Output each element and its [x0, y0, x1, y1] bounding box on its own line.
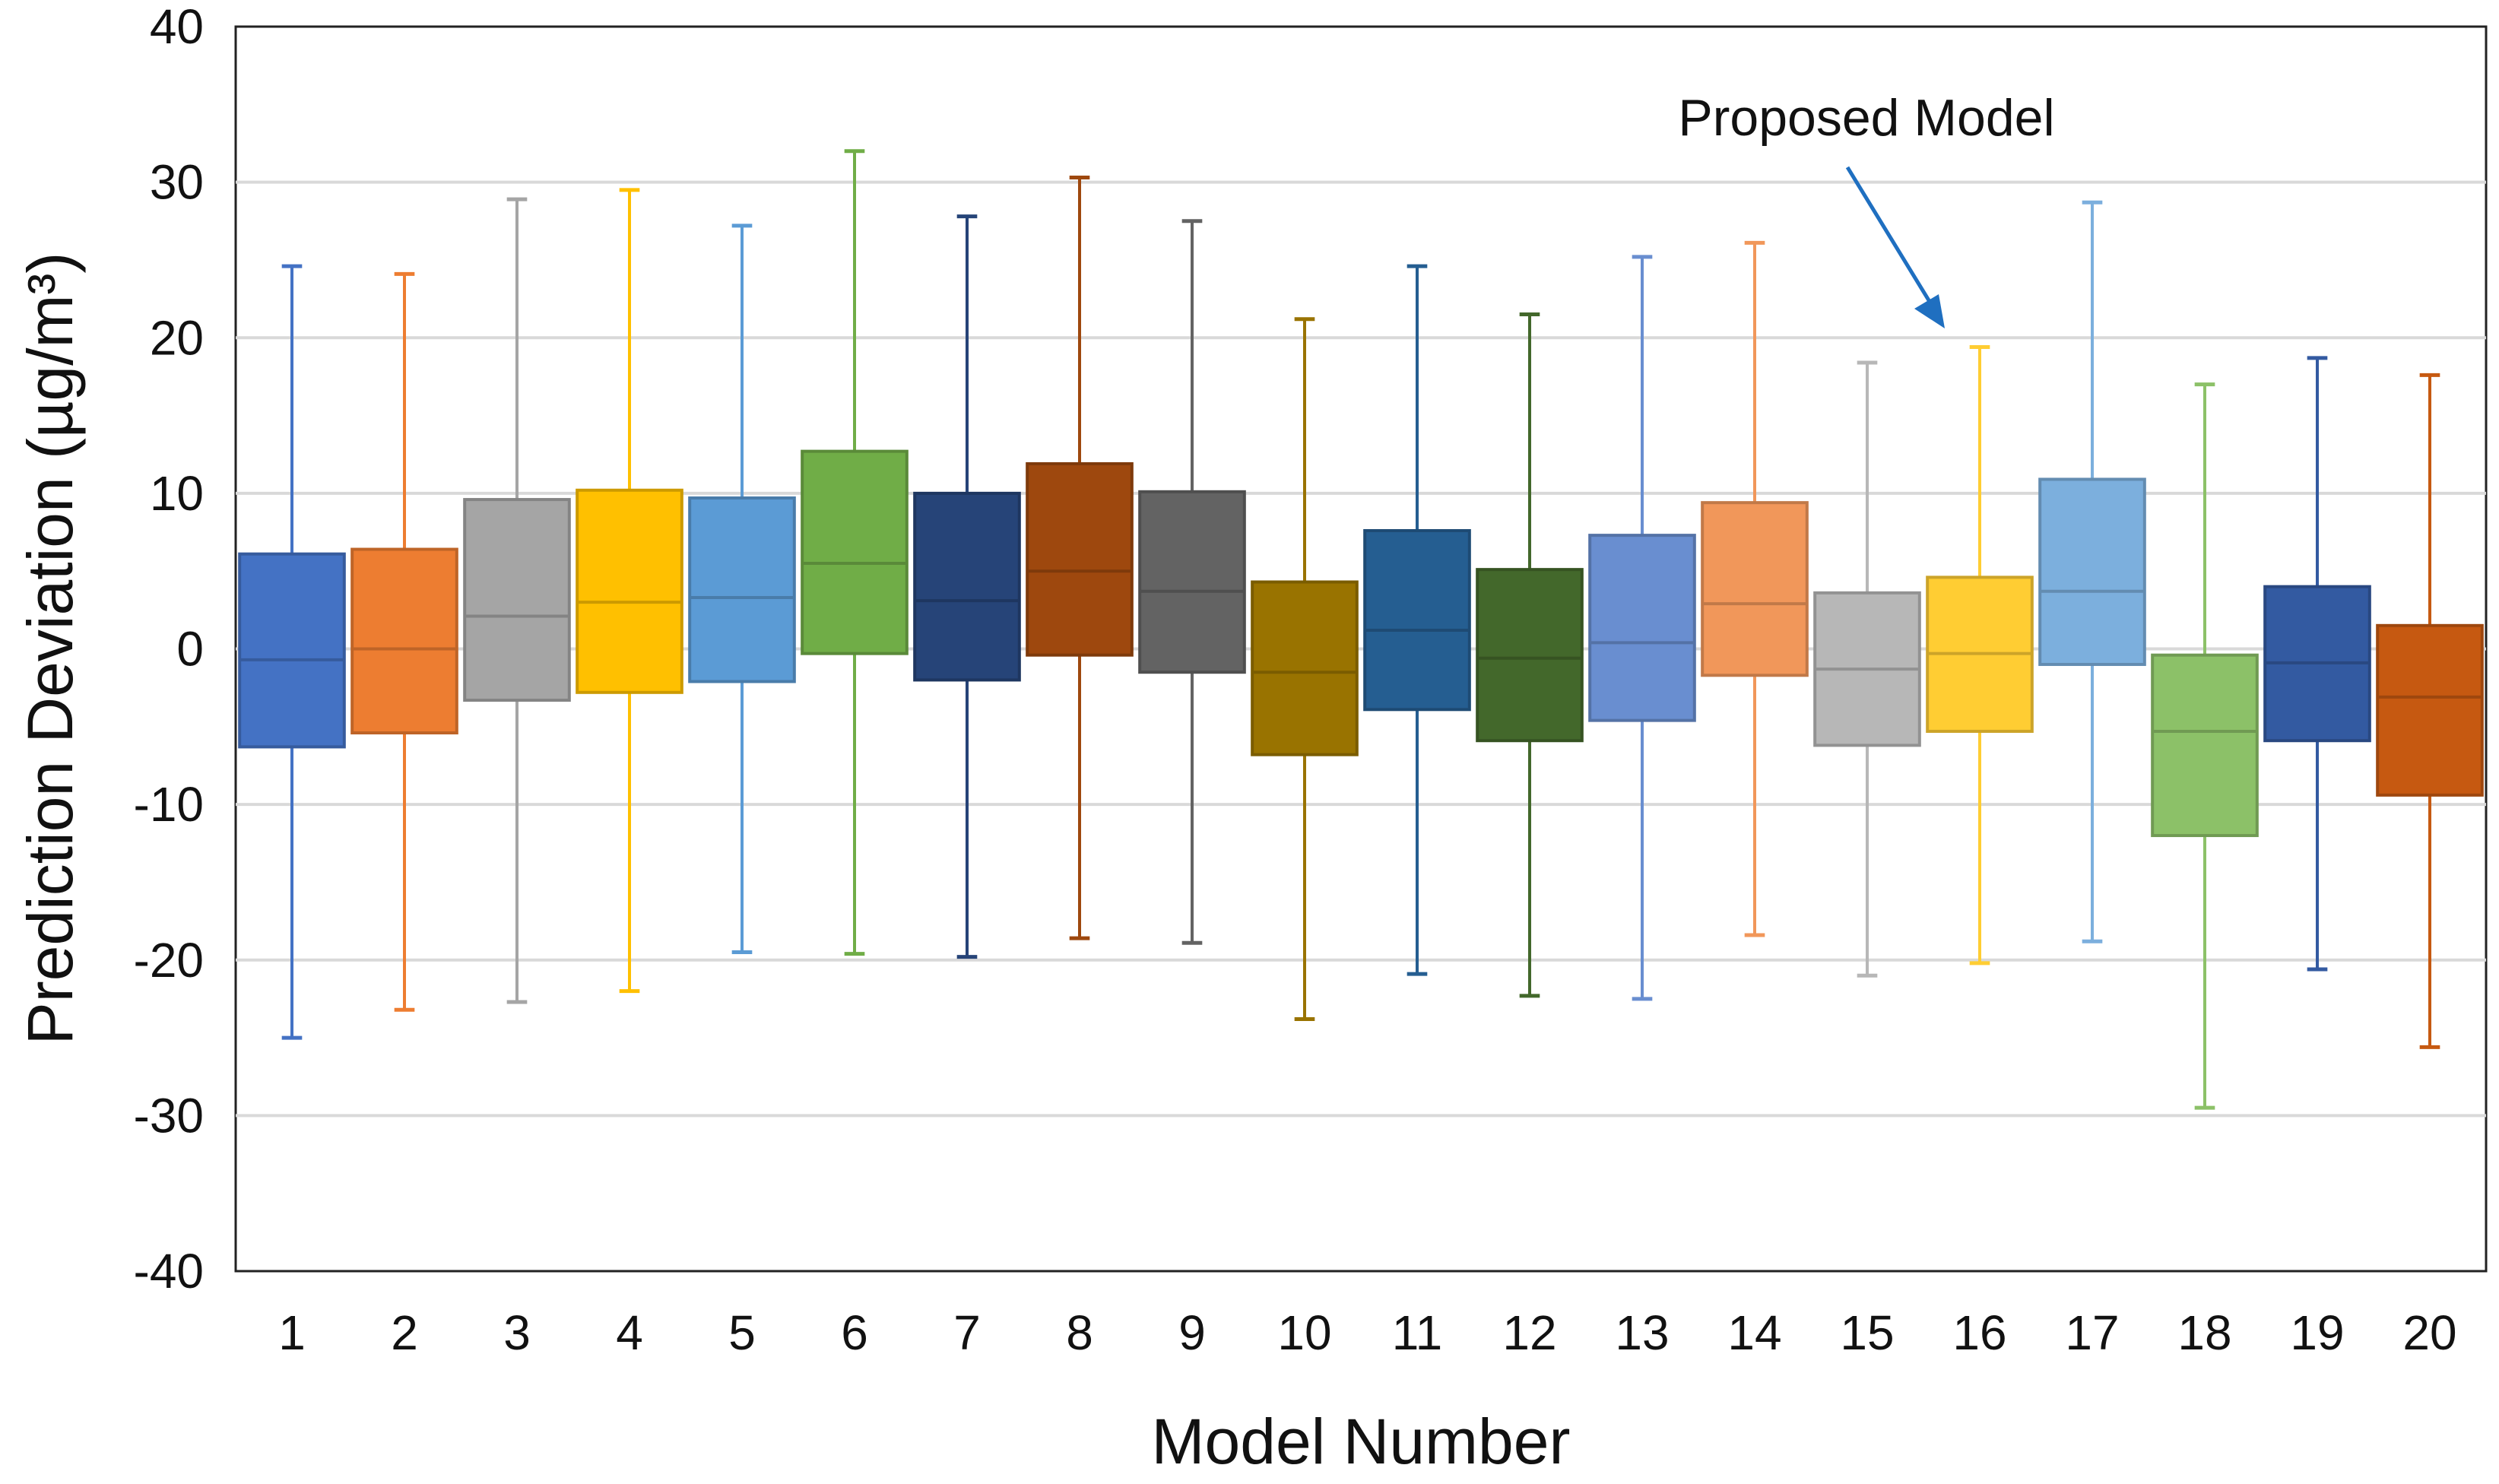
x-tick-label: 4: [616, 1305, 643, 1360]
x-tick-label: 19: [2290, 1305, 2344, 1360]
iqr-box: [576, 488, 683, 694]
box-model-14: [1701, 240, 1809, 937]
x-tick-label: 17: [2065, 1305, 2119, 1360]
box-model-13: [1588, 255, 1696, 1001]
x-tick-label: 5: [728, 1305, 756, 1360]
x-tick-label: 3: [503, 1305, 531, 1360]
iqr-box: [801, 449, 909, 655]
box-model-20: [2376, 373, 2484, 1049]
gridlines: [236, 180, 2486, 1118]
y-tick-label: 40: [150, 0, 204, 54]
y-tick-label: -30: [134, 1088, 205, 1143]
box-model-5: [688, 224, 796, 955]
x-tick-label: 11: [1392, 1305, 1442, 1360]
y-tick-label: 10: [150, 466, 204, 521]
boxes: [238, 149, 2484, 1110]
iqr-box: [1251, 580, 1359, 756]
x-tick-label: 2: [391, 1305, 418, 1360]
annotation-label: Proposed Model: [1678, 89, 2054, 147]
y-tick-labels: 40 30 20 10 0 -10 -20 -30 -40: [134, 0, 205, 1298]
y-tick-label: 20: [150, 310, 204, 365]
x-tick-labels: 1 2 3 4 5 6 7 8 9 10 11 12 13 14 15 16 17 18 19 20: [278, 1305, 2456, 1360]
box-model-4: [576, 188, 683, 994]
box-model-10: [1251, 317, 1359, 1022]
x-tick-label: 18: [2177, 1305, 2231, 1360]
iqr-box: [463, 498, 571, 702]
box-model-1: [238, 264, 346, 1040]
iqr-box: [1588, 534, 1696, 722]
iqr-box: [1138, 490, 1246, 674]
box-model-8: [1026, 175, 1134, 940]
iqr-box: [350, 547, 458, 734]
x-tick-label: 1: [278, 1305, 306, 1360]
iqr-box: [1026, 461, 1134, 657]
y-tick-label: 30: [150, 155, 204, 210]
iqr-box: [2038, 477, 2146, 666]
x-tick-label: 8: [1066, 1305, 1093, 1360]
iqr-box: [913, 491, 1021, 682]
y-tick-label: -40: [134, 1244, 205, 1298]
x-tick-label: 13: [1615, 1305, 1669, 1360]
x-tick-label: 15: [1840, 1305, 1894, 1360]
x-axis-title: Model Number: [1152, 1406, 1571, 1477]
iqr-box: [2151, 653, 2259, 838]
box-model-12: [1476, 312, 1584, 998]
x-tick-label: 12: [1502, 1305, 1556, 1360]
box-model-15: [1813, 360, 1921, 978]
x-tick-label: 20: [2402, 1305, 2456, 1360]
box-model-16: [1926, 345, 2034, 966]
box-model-17: [2038, 200, 2146, 943]
x-tick-label: 7: [953, 1305, 981, 1360]
box-model-2: [350, 271, 458, 1012]
iqr-box: [2376, 623, 2484, 797]
box-model-3: [463, 197, 571, 1004]
box-model-19: [2263, 356, 2371, 972]
x-tick-label: 14: [1727, 1305, 1781, 1360]
y-tick-label: -10: [134, 777, 205, 832]
annotation-arrow: [1845, 166, 1933, 306]
annotation-arrowhead: [1914, 294, 1945, 328]
x-tick-label: 9: [1178, 1305, 1206, 1360]
box-model-9: [1138, 219, 1246, 945]
iqr-box: [1701, 501, 1809, 677]
x-tick-label: 6: [841, 1305, 868, 1360]
y-tick-label: 0: [176, 622, 204, 677]
box-model-18: [2151, 382, 2259, 1110]
box-model-11: [1363, 264, 1471, 976]
box-model-7: [913, 214, 1021, 959]
iqr-box: [238, 552, 346, 749]
y-tick-label: -20: [134, 933, 205, 988]
y-axis-title: Prediction Deviation (µg/m³): [14, 252, 86, 1045]
iqr-box: [688, 496, 796, 683]
x-tick-label: 10: [1277, 1305, 1331, 1360]
iqr-box: [1476, 568, 1584, 743]
box-model-6: [801, 149, 909, 956]
proposed-model-annotation: Proposed Model: [1678, 89, 2055, 328]
iqr-box: [1363, 528, 1471, 712]
x-tick-label: 16: [1952, 1305, 2006, 1360]
